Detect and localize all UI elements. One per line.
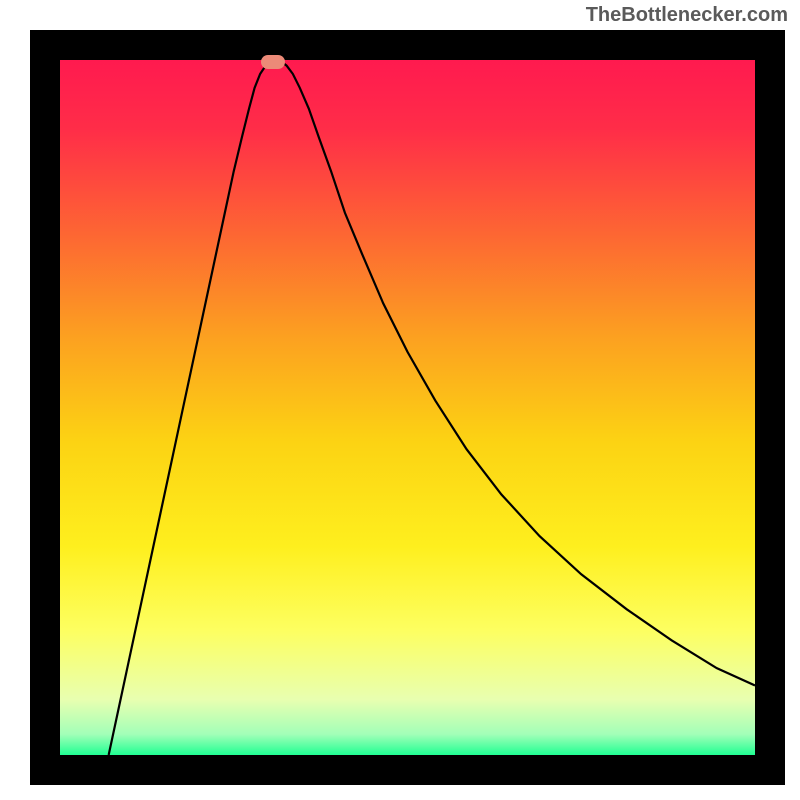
min-marker: [261, 55, 285, 69]
gradient-background: [60, 60, 755, 755]
watermark-text: TheBottlenecker.com: [586, 4, 788, 27]
chart-container: TheBottlenecker.com: [0, 0, 800, 800]
plot-frame: [30, 30, 785, 785]
